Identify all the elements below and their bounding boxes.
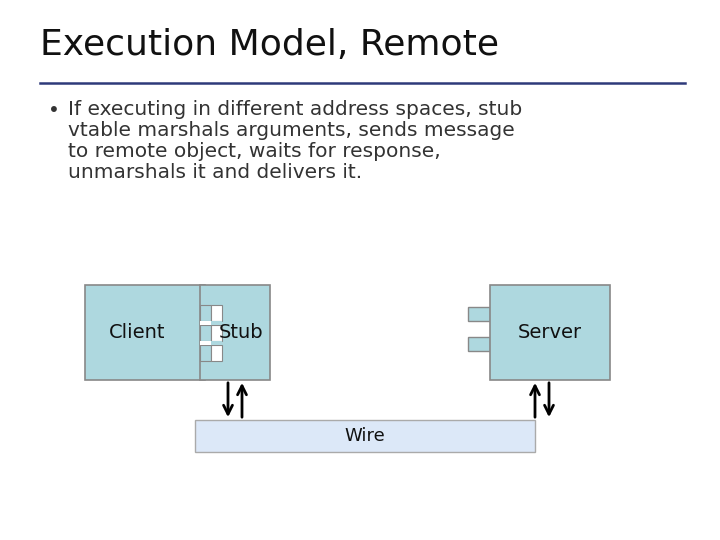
- Bar: [211, 341, 222, 345]
- Bar: [200, 305, 211, 321]
- Bar: [85, 285, 205, 380]
- Bar: [200, 341, 211, 345]
- Bar: [200, 321, 211, 325]
- Text: unmarshals it and delivers it.: unmarshals it and delivers it.: [68, 163, 362, 182]
- Bar: [211, 305, 222, 321]
- Text: Execution Model, Remote: Execution Model, Remote: [40, 28, 499, 62]
- Bar: [200, 325, 211, 341]
- Text: vtable marshals arguments, sends message: vtable marshals arguments, sends message: [68, 121, 515, 140]
- Bar: [468, 337, 490, 351]
- Text: •: •: [48, 101, 60, 120]
- Text: Client: Client: [109, 323, 166, 342]
- Text: to remote object, waits for response,: to remote object, waits for response,: [68, 142, 441, 161]
- Text: Wire: Wire: [345, 427, 385, 445]
- Bar: [211, 321, 222, 325]
- Text: If executing in different address spaces, stub: If executing in different address spaces…: [68, 100, 522, 119]
- Bar: [211, 325, 222, 341]
- Bar: [195, 420, 535, 452]
- Text: Server: Server: [518, 323, 582, 342]
- Bar: [200, 285, 270, 380]
- Bar: [200, 345, 211, 361]
- Bar: [211, 345, 222, 361]
- Bar: [490, 285, 610, 380]
- Text: Stub: Stub: [219, 323, 264, 342]
- Bar: [468, 307, 490, 321]
